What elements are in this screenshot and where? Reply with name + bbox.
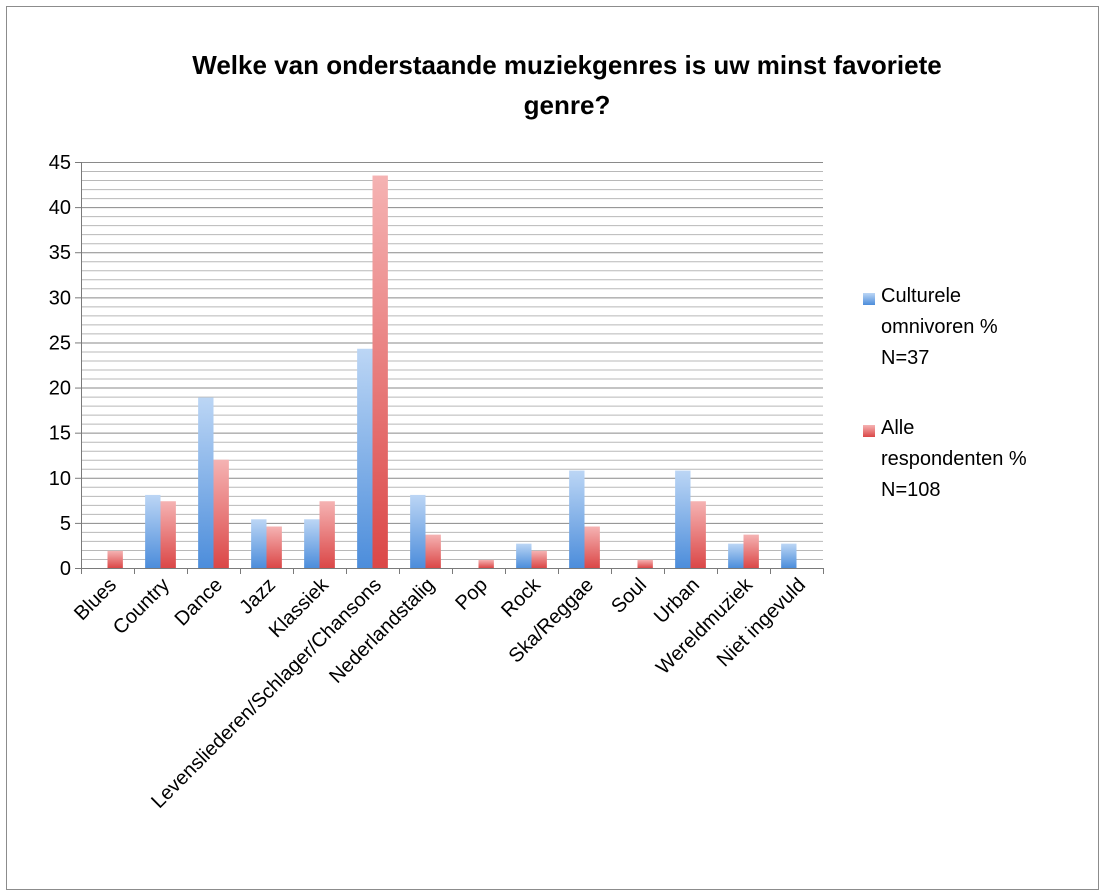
bar-culturele-omnivoren-1 bbox=[145, 494, 161, 568]
legend-text-line: N=37 bbox=[881, 347, 930, 369]
x-tick-label: Rock bbox=[497, 573, 545, 621]
chart-title-line-1: Welke van onderstaande muziekgenres is u… bbox=[192, 50, 942, 80]
x-tick-label: Pop bbox=[451, 574, 492, 615]
y-tick-label: 45 bbox=[49, 152, 71, 174]
y-tick-label: 25 bbox=[49, 332, 71, 354]
y-tick-label: 15 bbox=[49, 423, 71, 445]
bar-culturele-omnivoren-13 bbox=[781, 543, 797, 568]
legend-swatch-culturele-omnivoren bbox=[863, 293, 875, 305]
axes bbox=[75, 162, 824, 574]
y-tick-label: 30 bbox=[49, 287, 71, 309]
bar-culturele-omnivoren-8 bbox=[516, 543, 532, 568]
y-tick-label: 5 bbox=[60, 513, 71, 535]
x-tick-label: Soul bbox=[607, 574, 651, 618]
bar-alle-respondenten-11 bbox=[690, 501, 706, 568]
bar-alle-respondenten-0 bbox=[107, 550, 123, 568]
bar-culturele-omnivoren-9 bbox=[569, 470, 585, 568]
bar-alle-respondenten-3 bbox=[266, 526, 282, 568]
x-tick-label: Jazz bbox=[235, 574, 280, 619]
legend-text-line: omnivoren % bbox=[881, 316, 998, 338]
bar-culturele-omnivoren-12 bbox=[728, 543, 744, 568]
bar-alle-respondenten-9 bbox=[584, 526, 600, 568]
y-tick-label: 0 bbox=[60, 558, 71, 580]
y-tick-label: 10 bbox=[49, 468, 71, 490]
bar-alle-respondenten-7 bbox=[478, 559, 494, 568]
bars bbox=[107, 175, 797, 569]
bar-alle-respondenten-4 bbox=[319, 501, 335, 568]
bar-alle-respondenten-1 bbox=[160, 501, 176, 568]
legend-swatch-alle-respondenten bbox=[863, 425, 875, 437]
legend-text-line: Culturele bbox=[881, 285, 962, 307]
y-tick-label: 35 bbox=[49, 242, 71, 264]
legend-text-line: respondenten % bbox=[881, 448, 1027, 470]
y-tick-label: 20 bbox=[49, 378, 71, 400]
legend-label-culturele-omnivoren: Culturele omnivoren % N=37 bbox=[881, 281, 998, 374]
chart-title-line-2: genre? bbox=[523, 90, 611, 120]
legend-label-alle-respondenten: Alle respondenten % N=108 bbox=[881, 413, 1027, 506]
bar-culturele-omnivoren-11 bbox=[675, 470, 691, 568]
bar-alle-respondenten-8 bbox=[531, 550, 547, 568]
chart-frame: Welke van onderstaande muziekgenres is u… bbox=[6, 6, 1099, 890]
x-tick-label: Country bbox=[109, 574, 174, 639]
bar-culturele-omnivoren-2 bbox=[198, 397, 214, 568]
x-tick-label: Dance bbox=[171, 574, 227, 630]
bar-alle-respondenten-10 bbox=[637, 559, 653, 568]
bar-culturele-omnivoren-4 bbox=[304, 519, 320, 568]
x-tick-label: Blues bbox=[70, 574, 121, 625]
bar-alle-respondenten-5 bbox=[372, 175, 388, 569]
bar-alle-respondenten-6 bbox=[425, 534, 441, 568]
bar-culturele-omnivoren-5 bbox=[357, 348, 373, 568]
bar-alle-respondenten-2 bbox=[213, 459, 229, 568]
legend-text-line: N=108 bbox=[881, 479, 941, 501]
bar-culturele-omnivoren-6 bbox=[410, 494, 426, 568]
bar-alle-respondenten-12 bbox=[743, 534, 759, 568]
y-tick-label: 40 bbox=[49, 197, 71, 219]
grid-lines bbox=[81, 162, 823, 569]
legend-text-line: Alle bbox=[881, 417, 915, 439]
bar-culturele-omnivoren-3 bbox=[251, 519, 267, 568]
